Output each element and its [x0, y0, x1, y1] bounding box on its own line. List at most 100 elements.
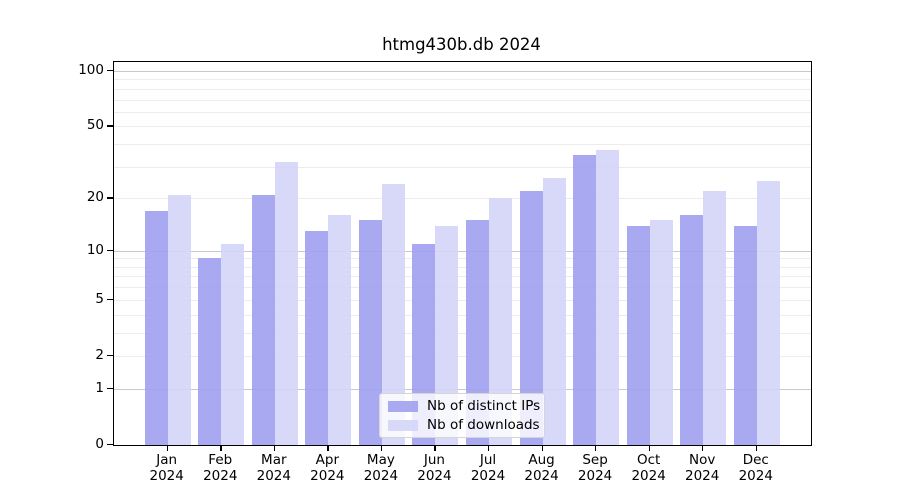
- minor-gridline: [114, 166, 811, 168]
- x-tick-label: Nov 2024: [672, 452, 732, 484]
- minor-gridline: [114, 287, 811, 289]
- y-tick-mark: [107, 249, 113, 251]
- bar-oct-downloads: [649, 220, 673, 445]
- x-tick-year: 2024: [310, 468, 345, 484]
- bar-apr-downloads: [328, 215, 352, 445]
- major-gridline: [114, 250, 811, 252]
- minor-gridline: [114, 88, 811, 90]
- y-tick-label: 0: [95, 436, 104, 452]
- y-tick-label: 50: [86, 117, 104, 134]
- minor-gridline: [114, 126, 811, 128]
- minor-gridline: [114, 198, 811, 200]
- x-tick-mark: [220, 446, 222, 451]
- bar-mar-distinct-ips: [251, 194, 275, 445]
- bar-dec-distinct-ips: [733, 225, 757, 445]
- chart-title: htmg430b.db 2024: [382, 35, 541, 54]
- x-tick-month: Dec: [742, 452, 769, 468]
- x-tick-label: Jul 2024: [458, 452, 518, 484]
- x-tick-month: Nov: [689, 452, 716, 468]
- x-tick-year: 2024: [363, 468, 399, 484]
- bar-may-downloads: [381, 184, 405, 445]
- bar-feb-downloads: [221, 243, 245, 445]
- x-tick-mark: [488, 446, 490, 451]
- y-tick-label: 1: [95, 379, 104, 396]
- x-tick-mark: [166, 446, 168, 451]
- x-tick-label: Jun 2024: [404, 452, 464, 484]
- bar-nov-distinct-ips: [680, 215, 704, 445]
- x-tick-month: Jan: [156, 452, 178, 468]
- y-tick-mark: [107, 387, 113, 390]
- x-tick-mark: [595, 446, 597, 451]
- bar-sep-distinct-ips: [573, 154, 597, 445]
- x-tick-year: 2024: [417, 468, 452, 484]
- x-tick-label: Mar 2024: [244, 452, 304, 484]
- y-tick-label: 10: [86, 241, 104, 258]
- minor-gridline: [114, 144, 811, 146]
- y-tick-label: 2: [95, 346, 104, 363]
- x-tick-label: Oct 2024: [619, 452, 679, 484]
- x-tick-year: 2024: [149, 468, 184, 484]
- minor-gridline: [114, 111, 811, 113]
- legend-swatch-distinct-ips: [388, 400, 418, 412]
- x-tick-label: Feb 2024: [190, 452, 250, 484]
- x-tick-mark: [327, 446, 329, 451]
- y-tick-label: 20: [86, 189, 104, 206]
- legend: Nb of distinct IPs Nb of downloads: [379, 393, 545, 438]
- x-tick-month: Jul: [479, 452, 497, 468]
- x-tick-label: May 2024: [351, 452, 411, 484]
- x-tick-label: Aug 2024: [512, 452, 572, 484]
- x-tick-mark: [541, 446, 543, 451]
- y-tick-label: 5: [95, 290, 104, 307]
- legend-label-distinct-ips: Nb of distinct IPs: [427, 397, 541, 414]
- legend-swatch-downloads: [388, 419, 418, 431]
- x-tick-year: 2024: [631, 468, 666, 484]
- legend-label-downloads: Nb of downloads: [427, 416, 540, 433]
- bar-jun-downloads: [435, 225, 459, 445]
- x-tick-year: 2024: [577, 468, 613, 484]
- x-tick-month: Aug: [528, 452, 555, 468]
- x-tick-mark: [648, 446, 650, 451]
- x-tick-month: Feb: [208, 452, 233, 468]
- bar-aug-distinct-ips: [519, 190, 543, 445]
- x-tick-year: 2024: [256, 468, 291, 484]
- x-tick-year: 2024: [524, 468, 559, 484]
- minor-gridline: [114, 332, 811, 334]
- minor-gridline: [114, 276, 811, 278]
- minor-gridline: [114, 79, 811, 81]
- y-tick-mark: [107, 125, 113, 127]
- bar-dec-downloads: [756, 180, 780, 445]
- bar-aug-downloads: [542, 177, 566, 445]
- x-tick-year: 2024: [470, 468, 506, 484]
- bar-jul-distinct-ips: [466, 220, 489, 445]
- x-tick-label: Apr 2024: [297, 452, 357, 484]
- x-tick-mark: [380, 446, 383, 451]
- minor-gridline: [114, 314, 811, 316]
- x-tick-mark: [434, 446, 436, 451]
- bar-feb-distinct-ips: [198, 258, 222, 445]
- x-tick-mark: [702, 446, 704, 451]
- x-tick-year: 2024: [685, 468, 720, 484]
- x-tick-month: Oct: [636, 452, 661, 468]
- x-tick-month: Mar: [261, 452, 287, 468]
- x-tick-mark: [273, 446, 276, 451]
- minor-gridline: [114, 258, 811, 260]
- x-tick-year: 2024: [738, 468, 773, 484]
- x-tick-year: 2024: [203, 468, 238, 484]
- y-tick-mark: [107, 298, 113, 301]
- minor-gridline: [114, 299, 811, 301]
- x-tick-label: Sep 2024: [565, 452, 625, 484]
- minor-gridline: [114, 355, 811, 357]
- minor-gridline: [114, 99, 811, 101]
- bar-jan-distinct-ips: [144, 210, 168, 445]
- plot-area: Nb of distinct IPs Nb of downloads: [113, 61, 812, 446]
- bar-oct-distinct-ips: [626, 225, 650, 445]
- y-tick-mark: [107, 197, 113, 199]
- x-tick-month: Sep: [582, 452, 608, 468]
- bar-jul-downloads: [489, 198, 512, 445]
- bar-sep-downloads: [596, 150, 620, 445]
- bar-jan-downloads: [167, 194, 191, 445]
- legend-item-downloads: Nb of downloads: [380, 416, 544, 433]
- y-tick-mark: [107, 69, 113, 72]
- x-tick-label: Jan 2024: [137, 452, 197, 484]
